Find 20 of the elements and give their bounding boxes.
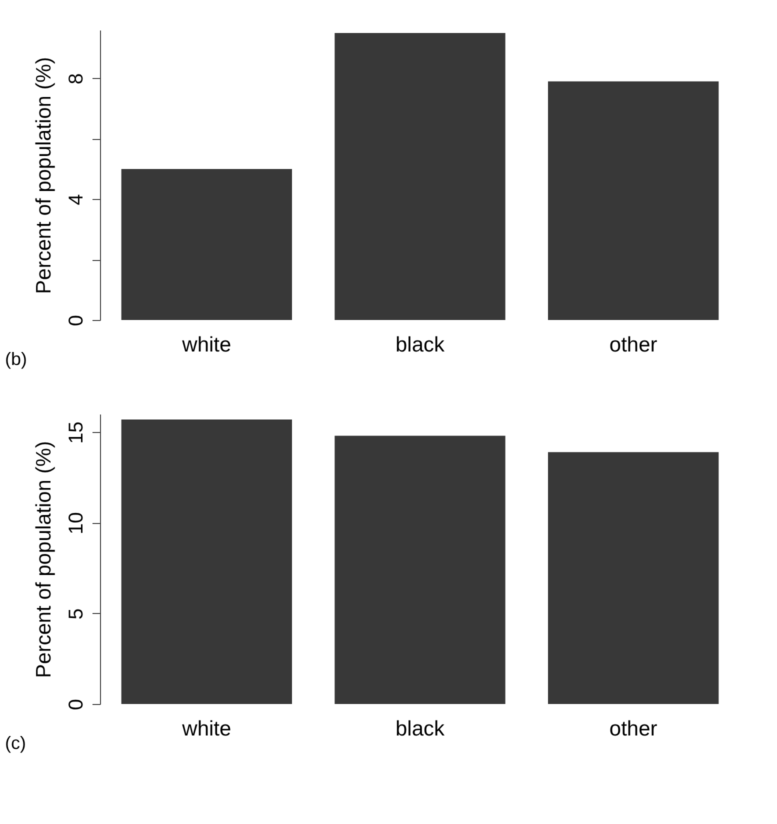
bar <box>334 33 506 320</box>
text: (b) <box>5 349 27 369</box>
x-tick-label: black <box>395 718 446 740</box>
y-tick-label: 0 <box>66 314 88 326</box>
y-tick-label: 10 <box>66 512 88 534</box>
bar <box>121 168 292 320</box>
x-tick-label: other <box>609 718 658 740</box>
y-tick-label: 8 <box>66 73 88 84</box>
x-tick-label: other <box>609 334 658 356</box>
x-tick-label: black <box>395 334 446 356</box>
y-tick-label: 0 <box>66 698 88 710</box>
y-tick-label: 5 <box>66 608 88 620</box>
x-tick-label: white <box>181 718 232 740</box>
x-tick-label: white <box>181 334 232 356</box>
y-axis-title: Percent of population (%) <box>32 441 56 678</box>
bar <box>548 81 719 320</box>
y-tick-label: 15 <box>66 422 88 444</box>
y-tick-label: 4 <box>66 194 88 206</box>
y-axis-title: Percent of population (%) <box>32 57 56 294</box>
text: (c) <box>5 733 26 753</box>
